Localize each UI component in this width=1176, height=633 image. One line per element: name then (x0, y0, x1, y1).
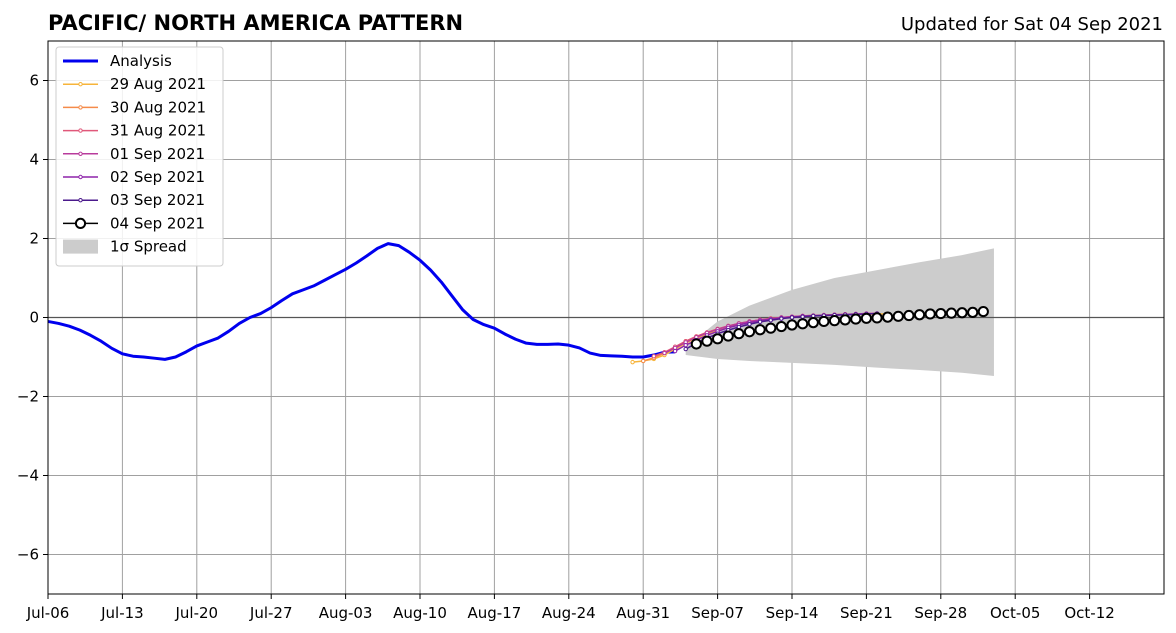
data-point (683, 342, 688, 348)
data-point (860, 312, 873, 324)
data-point (924, 308, 936, 320)
legend-marker (78, 82, 83, 87)
series-0 (47, 242, 676, 361)
x-tick-label: Aug-31 (616, 604, 670, 622)
data-point (722, 330, 734, 342)
data-point (786, 319, 798, 331)
data-point (775, 320, 787, 333)
data-point (850, 313, 862, 325)
data-point (651, 354, 657, 359)
x-tick-label: Jul-27 (249, 604, 293, 622)
data-point (935, 307, 947, 320)
data-point (871, 312, 883, 324)
legend-label: 01 Sep 2021 (110, 145, 205, 163)
y-tick-label: 2 (29, 230, 39, 248)
data-point (733, 328, 745, 340)
data-point (683, 346, 688, 352)
chart-title: PACIFIC/ NORTH AMERICA PATTERN (48, 11, 463, 35)
legend-marker (78, 151, 83, 157)
x-tick-label: Jul-13 (100, 604, 144, 622)
data-point (839, 314, 851, 326)
spread-area (685, 248, 994, 376)
data-point (956, 307, 968, 319)
data-point (977, 305, 989, 318)
y-tick-label: −2 (17, 388, 39, 406)
series-7 (690, 305, 989, 350)
x-tick-label: Sep-07 (691, 604, 744, 622)
legend: Analysis 29 Aug 2021 30 Aug 2021 31 Aug 202… (55, 46, 224, 267)
legend-label: 04 Sep 2021 (110, 214, 205, 232)
x-tick-label: Sep-21 (840, 604, 893, 622)
data-point (828, 315, 841, 327)
x-tick-label: Jul-20 (174, 604, 218, 622)
x-tick-label: Aug-10 (393, 604, 447, 622)
data-point (672, 348, 678, 354)
data-point (690, 338, 702, 350)
x-tick-label: Jul-06 (26, 604, 70, 622)
legend-marker (78, 198, 83, 203)
y-tick-label: 4 (29, 151, 39, 169)
y-tick-label: −6 (17, 546, 39, 564)
data-point (712, 333, 724, 345)
data-point (757, 319, 763, 325)
legend-marker (78, 128, 83, 133)
data-point (768, 318, 773, 323)
legend-marker (78, 105, 83, 110)
legend-label: 03 Sep 2021 (110, 191, 205, 209)
x-tick-label: Aug-24 (542, 604, 596, 622)
y-tick-label: 6 (29, 72, 39, 90)
data-point (797, 318, 809, 330)
legend-label: 30 Aug 2021 (110, 98, 206, 116)
data-point (882, 311, 894, 323)
data-point (743, 326, 756, 338)
x-tick-label: Oct-05 (990, 604, 1040, 622)
y-tick-label: 0 (29, 309, 39, 327)
x-tick-label: Sep-28 (914, 604, 967, 622)
x-axis: Jul-06 Jul-13 Jul-20 Jul-27 Aug-03 Aug-10 Aug-… (26, 594, 1115, 622)
legend-box (55, 46, 224, 267)
spread-band (685, 248, 994, 376)
x-tick-label: Oct-12 (1064, 604, 1114, 622)
legend-marker (74, 217, 87, 229)
data-point (800, 314, 805, 319)
x-tick-label: Sep-14 (766, 604, 819, 622)
x-tick-label: Aug-17 (468, 604, 522, 622)
data-point (818, 315, 830, 328)
data-point (807, 317, 819, 329)
legend-label: 1σ Spread (110, 238, 187, 256)
data-point (892, 310, 904, 322)
legend-label: Analysis (110, 52, 172, 70)
data-point (903, 309, 915, 322)
data-point (967, 306, 979, 318)
data-point (630, 359, 635, 365)
data-point (662, 350, 667, 356)
x-tick-label: Aug-03 (319, 604, 373, 622)
data-point (641, 358, 646, 364)
data-point (945, 307, 958, 319)
data-point (789, 315, 795, 320)
data-point (701, 335, 713, 347)
legend-label: 02 Sep 2021 (110, 168, 205, 186)
y-tick-label: −4 (17, 467, 39, 485)
data-point (754, 324, 766, 336)
data-point (913, 309, 926, 321)
legend-label: 31 Aug 2021 (110, 122, 206, 140)
legend-label: 29 Aug 2021 (110, 75, 206, 93)
series-lines (47, 242, 989, 365)
data-point (765, 322, 777, 334)
chart-subtitle: Updated for Sat 04 Sep 2021 (901, 14, 1163, 35)
data-point (779, 316, 784, 321)
y-axis: −6 −4 −2 0 2 4 6 (17, 72, 48, 564)
data-point (747, 322, 752, 327)
legend-spread-swatch (63, 239, 98, 254)
series-line (47, 242, 676, 361)
legend-marker (78, 174, 83, 180)
